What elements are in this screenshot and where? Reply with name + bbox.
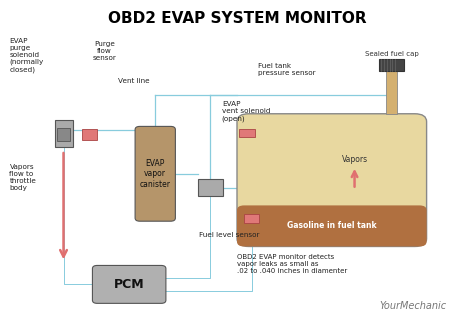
Text: Fuel tank
pressure sensor: Fuel tank pressure sensor xyxy=(258,63,316,76)
FancyBboxPatch shape xyxy=(55,120,73,147)
FancyBboxPatch shape xyxy=(198,179,223,196)
Text: YourMechanic: YourMechanic xyxy=(379,301,447,311)
Text: Vapors
flow to
throttle
body: Vapors flow to throttle body xyxy=(9,164,36,191)
Text: Purge
flow
sensor: Purge flow sensor xyxy=(92,41,116,61)
Text: EVAP
vapor
canister: EVAP vapor canister xyxy=(140,159,171,189)
Text: Vapors: Vapors xyxy=(341,155,368,164)
Text: Sealed fuel cap: Sealed fuel cap xyxy=(365,51,419,57)
FancyBboxPatch shape xyxy=(244,214,259,223)
FancyBboxPatch shape xyxy=(386,70,397,114)
FancyBboxPatch shape xyxy=(135,126,175,221)
Text: Vent line: Vent line xyxy=(118,78,150,83)
Text: EVAP
vent solenoid
(open): EVAP vent solenoid (open) xyxy=(222,101,270,122)
Text: OBD2 EVAP SYSTEM MONITOR: OBD2 EVAP SYSTEM MONITOR xyxy=(108,11,366,26)
FancyBboxPatch shape xyxy=(239,129,255,137)
FancyBboxPatch shape xyxy=(92,265,166,303)
FancyBboxPatch shape xyxy=(82,129,97,140)
FancyBboxPatch shape xyxy=(237,205,427,246)
Text: EVAP
purge
solenoid
(normally
closed): EVAP purge solenoid (normally closed) xyxy=(9,38,44,73)
FancyBboxPatch shape xyxy=(379,59,404,71)
Text: Gasoline in fuel tank: Gasoline in fuel tank xyxy=(287,222,377,230)
Text: PCM: PCM xyxy=(114,278,145,291)
FancyBboxPatch shape xyxy=(237,114,427,246)
Text: OBD2 EVAP monitor detects
vapor leaks as small as
.02 to .040 inches in diamente: OBD2 EVAP monitor detects vapor leaks as… xyxy=(237,254,347,274)
Text: Fuel level sensor: Fuel level sensor xyxy=(199,232,260,238)
FancyBboxPatch shape xyxy=(57,128,70,141)
